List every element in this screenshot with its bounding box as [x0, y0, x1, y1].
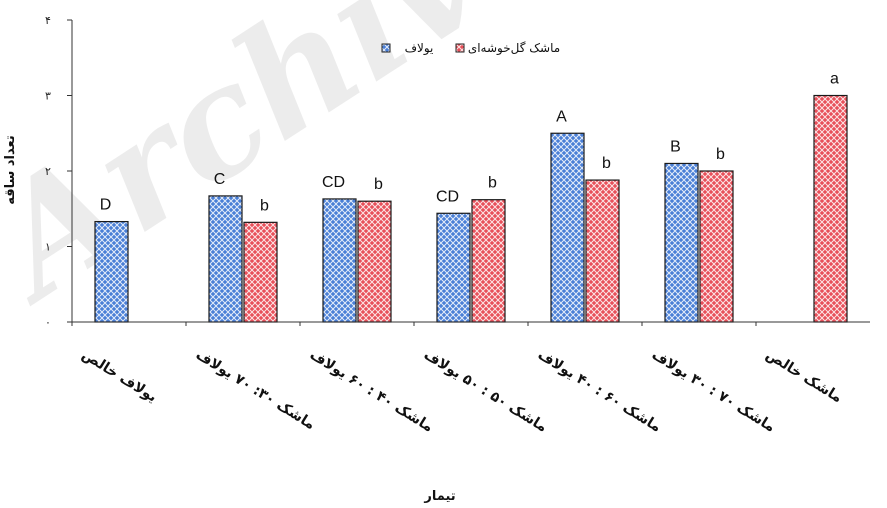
x-tick-label: ماشک ۷۰ : ۳۰ یولاف [649, 347, 778, 436]
significance-letter: b [602, 155, 611, 172]
y-tick-label: ۰ [45, 316, 51, 329]
significance-letters: D Cb CD b CD b Ab B b a [100, 71, 839, 215]
significance-letter: b [488, 175, 497, 192]
y-axis-title: تعداد ساقه [3, 135, 18, 204]
bar-vetch-3 [471, 199, 506, 323]
significance-letter: CD [322, 174, 345, 191]
x-tick-label: ماشک ۶۰ : ۴۰ یولاف [535, 347, 664, 436]
significance-letter: CD [436, 188, 459, 205]
bar-oat-1 [208, 195, 243, 323]
bar-vetch-6 [813, 94, 848, 323]
significance-letter: b [260, 197, 269, 214]
y-tick-label: ۲ [45, 165, 51, 178]
x-tick-label: ماشک ۵۰ : ۵۰ یولاف [421, 347, 550, 436]
significance-letter: B [670, 138, 681, 155]
significance-letter: a [830, 71, 839, 88]
legend-label-oat: یولاف [405, 41, 434, 56]
x-tick-label: یولاف خالص [79, 347, 160, 406]
bar-vetch-2 [357, 200, 392, 323]
significance-letter: b [374, 176, 383, 193]
significance-letter: D [100, 197, 112, 214]
bar-oat-0 [94, 220, 129, 323]
bars-group [71, 94, 848, 326]
y-axis-ticks: ۰ ۱ ۲ ۳ ۴ [45, 14, 72, 329]
bar-vetch-4 [585, 179, 620, 323]
x-tick-label: ماشک خالص [763, 347, 845, 406]
bar-oat-2 [322, 198, 357, 323]
bar-oat-5 [664, 162, 699, 323]
y-tick-label: ۱ [45, 241, 51, 254]
bar-oat-4 [550, 132, 585, 323]
x-tick-label: ماشک ۴۰ : ۶۰ یولاف [307, 347, 436, 436]
bar-vetch-5 [699, 170, 734, 323]
significance-letter: b [716, 146, 725, 163]
legend-label-vetch: ماشک گل‌خوشه‌ای [468, 41, 560, 56]
bar-oat-3 [436, 212, 471, 323]
bar-vetch-1 [243, 221, 278, 323]
significance-letter: C [214, 171, 226, 188]
x-tick-label: ماشک ۳۰: ۷۰ یولاف [193, 347, 318, 433]
legend-swatch-oat [381, 43, 391, 53]
x-axis-title: تیمار [423, 489, 455, 504]
y-tick-label: ۳ [45, 90, 51, 103]
legend: یولاف ماشک گل‌خوشه‌ای [381, 41, 560, 56]
significance-letter: A [556, 108, 567, 125]
legend-swatch-vetch [455, 43, 465, 53]
y-tick-label: ۴ [45, 14, 51, 27]
